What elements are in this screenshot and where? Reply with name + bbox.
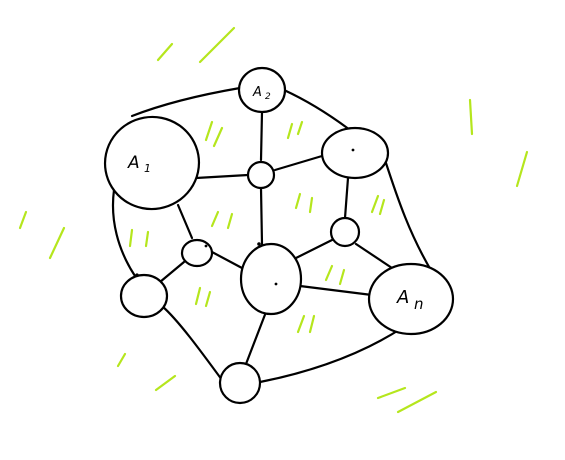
boundary-top-right-to-an — [383, 158, 434, 274]
edge-a1-small-left — [176, 203, 194, 240]
hatch-stroke — [226, 212, 234, 230]
edge-right-small-mid — [343, 176, 350, 220]
hatch-stroke — [116, 352, 127, 368]
hatch-stroke — [204, 120, 214, 142]
edge-center-top-down — [259, 186, 264, 246]
internal-edges — [158, 110, 394, 366]
label-a2-subscript: 2 — [265, 92, 271, 102]
label-an: A — [396, 287, 409, 308]
boundary-a2-to-top-right — [282, 88, 352, 132]
hatch-stroke — [296, 314, 306, 334]
hatch-stroke — [308, 314, 316, 334]
boundary-a1-to-a2 — [130, 86, 242, 118]
hatch-stroke — [468, 98, 474, 136]
outer-boundary — [111, 86, 434, 384]
edge-small-mid-an — [354, 242, 394, 270]
dot-mark — [257, 242, 261, 246]
node-an — [367, 262, 455, 336]
label-an-subscript: n — [414, 295, 424, 313]
node-bottom — [218, 361, 262, 405]
hatch-stroke — [144, 230, 150, 248]
hatch-stroke — [308, 196, 314, 214]
edge-small-left-bottom-left — [158, 260, 186, 284]
boundary-an-to-bottom — [258, 326, 404, 384]
dot-mark — [204, 244, 208, 248]
dot-mark — [135, 273, 139, 277]
hatch-stroke — [204, 290, 212, 308]
hatch-stroke — [294, 192, 302, 210]
boundary-left-to-a1 — [111, 188, 137, 278]
hatch-stroke — [194, 286, 202, 306]
boundary-bottom-to-left — [160, 304, 224, 382]
hatch-stroke — [396, 390, 438, 414]
node-top-right — [320, 126, 390, 180]
hatch-stroke — [48, 226, 66, 260]
dot-mark — [351, 148, 355, 152]
node-small-left — [180, 238, 214, 268]
hatch-stroke — [338, 268, 346, 286]
hatch-stroke — [515, 150, 529, 188]
node-bottom-left — [119, 273, 169, 319]
hatch-stroke — [286, 122, 294, 140]
hatch-stroke — [18, 210, 28, 230]
edge-small-mid-center — [294, 238, 334, 260]
hatch-stroke — [370, 194, 380, 214]
hatch-stroke — [212, 126, 224, 148]
node-center-large — [239, 242, 303, 316]
hatch-stroke — [376, 386, 407, 400]
edge-center-an — [298, 284, 374, 297]
hatch-stroke — [128, 228, 134, 248]
hatch-stroke — [378, 198, 386, 216]
hatch-stroke — [198, 26, 236, 64]
hatch-stroke — [210, 210, 220, 228]
nodes — [103, 66, 455, 405]
edge-a2-center-top — [259, 110, 264, 162]
node-small-mid-right — [329, 216, 361, 248]
edge-small-left-center — [210, 250, 244, 270]
hatch-stroke — [154, 374, 177, 392]
label-a2: A — [252, 85, 262, 100]
node-labels: A 1 A 2 A n — [127, 85, 424, 313]
dot-mark — [274, 282, 278, 286]
edge-center-bottom — [244, 310, 268, 366]
label-a1: A — [127, 153, 140, 173]
label-a1-subscript: 1 — [144, 162, 151, 175]
edge-a1-center-top — [194, 173, 250, 180]
edge-center-top-right — [273, 154, 324, 172]
hatch-stroke — [324, 264, 334, 282]
hatch-stroke — [296, 120, 304, 136]
node-a1 — [103, 115, 201, 211]
hatch-stroke — [156, 42, 174, 62]
node-a2 — [237, 66, 287, 114]
node-center-top-small — [246, 160, 276, 190]
